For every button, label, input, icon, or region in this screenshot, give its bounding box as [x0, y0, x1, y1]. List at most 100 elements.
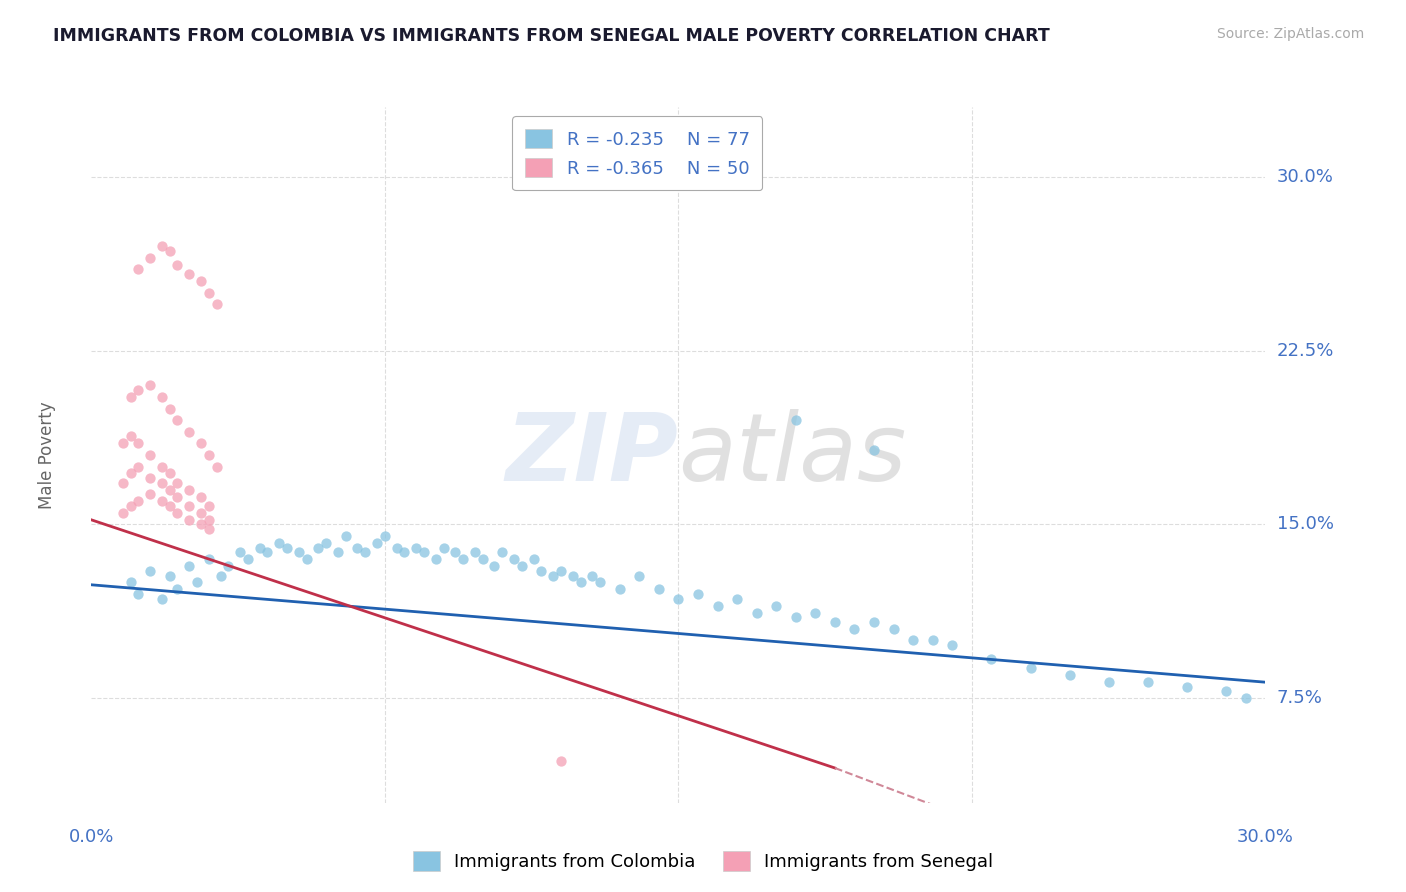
Point [394, 545, 416, 559]
Point [589, 575, 612, 590]
Point [581, 568, 603, 582]
Point [1019, 661, 1042, 675]
Point [166, 258, 188, 272]
Point [159, 483, 181, 497]
Point [166, 582, 188, 597]
Point [307, 541, 329, 555]
Point [444, 545, 467, 559]
Point [249, 541, 271, 555]
Point [159, 467, 181, 481]
Legend: R = -0.235    N = 77, R = -0.365    N = 50: R = -0.235 N = 77, R = -0.365 N = 50 [512, 116, 762, 190]
Point [120, 390, 142, 404]
Point [276, 541, 298, 555]
Point [863, 443, 886, 458]
Point [166, 475, 188, 490]
Point [804, 606, 827, 620]
Point [706, 599, 728, 613]
Point [883, 622, 905, 636]
Point [139, 378, 162, 392]
Point [530, 564, 553, 578]
Point [354, 545, 377, 559]
Text: 0.0%: 0.0% [69, 828, 114, 846]
Point [295, 552, 318, 566]
Point [166, 413, 188, 427]
Point [413, 545, 436, 559]
Point [541, 568, 564, 582]
Point [139, 471, 162, 485]
Point [111, 436, 134, 450]
Text: IMMIGRANTS FROM COLOMBIA VS IMMIGRANTS FROM SENEGAL MALE POVERTY CORRELATION CHA: IMMIGRANTS FROM COLOMBIA VS IMMIGRANTS F… [53, 27, 1050, 45]
Point [179, 267, 201, 281]
Point [197, 522, 219, 536]
Point [666, 591, 689, 606]
Point [269, 536, 291, 550]
Point [159, 244, 181, 258]
Point [745, 606, 768, 620]
Point [186, 575, 208, 590]
Point [510, 559, 533, 574]
Point [628, 568, 651, 582]
Point [288, 545, 311, 559]
Point [205, 459, 228, 474]
Point [346, 541, 368, 555]
Point [550, 754, 572, 768]
Point [127, 459, 149, 474]
Point [179, 483, 201, 497]
Point [197, 499, 219, 513]
Point [217, 559, 239, 574]
Point [197, 448, 219, 462]
Point [150, 591, 173, 606]
Point [111, 506, 134, 520]
Point [150, 459, 173, 474]
Text: 15.0%: 15.0% [1277, 516, 1333, 533]
Point [385, 541, 408, 555]
Point [921, 633, 943, 648]
Point [432, 541, 454, 555]
Point [1136, 675, 1159, 690]
Point [205, 297, 228, 311]
Point [1098, 675, 1121, 690]
Point [550, 564, 572, 578]
Point [150, 390, 173, 404]
Point [159, 568, 181, 582]
Point [159, 499, 181, 513]
Point [491, 545, 513, 559]
Point [844, 622, 866, 636]
Text: 22.5%: 22.5% [1277, 342, 1334, 359]
Point [1059, 668, 1081, 682]
Point [197, 285, 219, 300]
Point [190, 436, 212, 450]
Point [197, 513, 219, 527]
Point [179, 425, 201, 439]
Text: 30.0%: 30.0% [1277, 168, 1333, 186]
Point [1215, 684, 1237, 698]
Point [765, 599, 787, 613]
Point [179, 513, 201, 527]
Point [464, 545, 486, 559]
Text: 30.0%: 30.0% [1237, 828, 1294, 846]
Point [139, 251, 162, 265]
Point [256, 545, 278, 559]
Point [197, 552, 219, 566]
Point [179, 499, 201, 513]
Point [166, 506, 188, 520]
Point [609, 582, 631, 597]
Point [127, 587, 149, 601]
Point [686, 587, 709, 601]
Point [159, 401, 181, 416]
Point [120, 575, 142, 590]
Point [335, 529, 357, 543]
Point [190, 506, 212, 520]
Text: Source: ZipAtlas.com: Source: ZipAtlas.com [1216, 27, 1364, 41]
Point [561, 568, 583, 582]
Point [139, 448, 162, 462]
Point [139, 487, 162, 501]
Point [326, 545, 349, 559]
Point [863, 615, 886, 629]
Point [127, 494, 149, 508]
Point [980, 652, 1002, 666]
Point [139, 564, 162, 578]
Point [127, 436, 149, 450]
Point [725, 591, 748, 606]
Point [179, 559, 201, 574]
